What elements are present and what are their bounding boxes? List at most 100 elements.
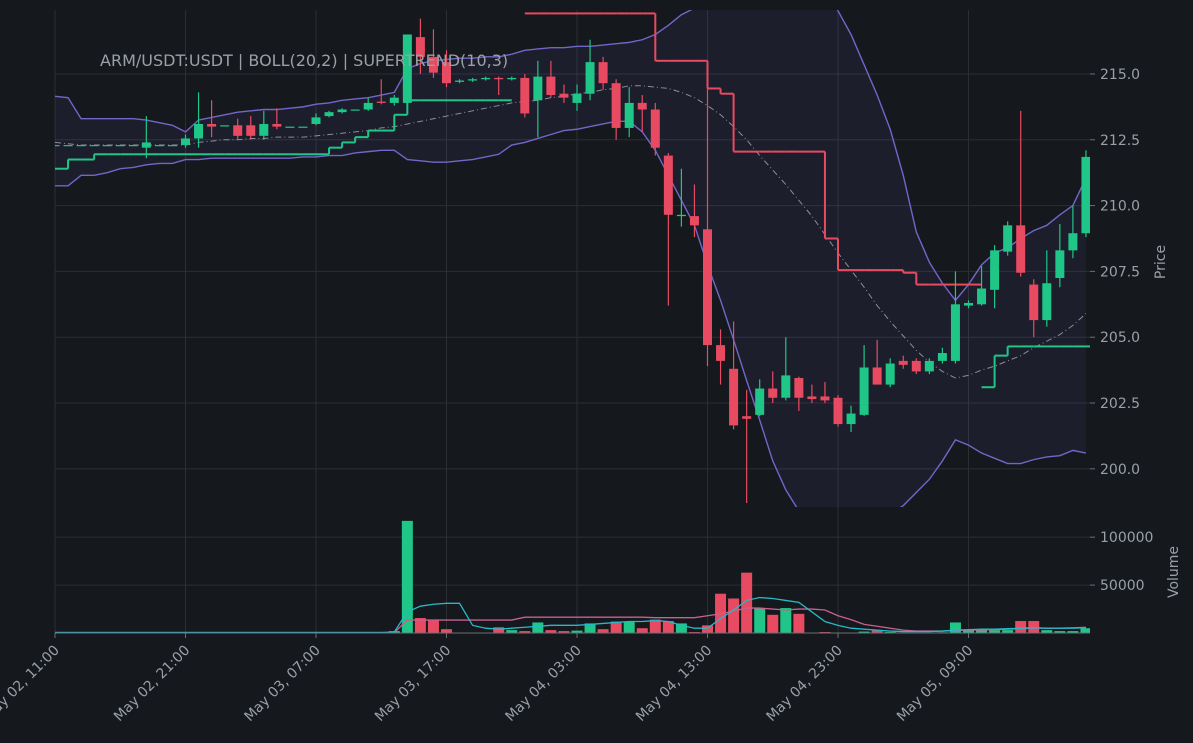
candle-body [220, 125, 230, 127]
candle-body [63, 145, 73, 147]
candle-body [898, 360, 908, 365]
volume-bar [584, 623, 596, 633]
candle-body [676, 214, 686, 217]
bollinger-lower [55, 120, 1087, 507]
volume-bar [871, 630, 883, 633]
candle-body [950, 304, 960, 361]
volume-bar [754, 608, 766, 633]
candle-body [703, 229, 712, 346]
candle-body [990, 250, 1000, 290]
volume-bar [649, 619, 661, 633]
volume-bar [506, 630, 518, 633]
price-panel [55, 10, 1090, 507]
candle-body [781, 375, 791, 398]
candle-body [76, 145, 86, 147]
candle-body [559, 93, 569, 98]
bollinger-band [55, 10, 1086, 507]
candle-body [324, 112, 334, 117]
candle-body [376, 101, 386, 103]
volume-bar [702, 625, 713, 633]
chart-title: ARM/USDT:USDT | BOLL(20,2) | SUPERTREND(… [100, 51, 508, 70]
candle-body [637, 102, 647, 110]
volume-bar [636, 628, 648, 633]
candle-body [755, 388, 765, 415]
volume-bar [1002, 630, 1014, 633]
volume-bar [1067, 631, 1079, 633]
candle-body [259, 123, 269, 136]
candle-body [1081, 156, 1090, 234]
candle-body [1055, 250, 1065, 278]
candle-body [389, 97, 399, 103]
volume-bar [793, 613, 805, 633]
candle-body [285, 126, 295, 128]
candle-body [55, 145, 60, 147]
volume-bar [545, 630, 557, 633]
candle-body [350, 109, 360, 111]
volume-bar [597, 629, 609, 633]
candle-body [1003, 225, 1013, 252]
volume-bar [532, 622, 544, 633]
candle-body [1068, 233, 1078, 251]
candle-body [442, 62, 451, 84]
volume-bar [558, 631, 570, 633]
candle-body [207, 123, 217, 127]
candle-body [937, 353, 947, 361]
candle-body [311, 117, 321, 124]
y-tick-label: 202.5 [1100, 396, 1140, 412]
candle-body [911, 360, 921, 372]
volume-bar [519, 631, 531, 633]
candle-body [846, 413, 856, 425]
candle-body [1016, 225, 1026, 273]
volume-bar [767, 614, 779, 633]
candle-body [1029, 284, 1039, 321]
volume-bar [1054, 631, 1066, 633]
candle-body [794, 378, 804, 398]
candle-body [181, 138, 190, 146]
y-tick-label: 210.0 [1100, 199, 1140, 215]
candle-body [102, 145, 112, 147]
candle-body [611, 83, 621, 128]
candle-body [624, 102, 634, 128]
volume-bar [1015, 621, 1027, 633]
candle-body [194, 123, 204, 139]
candle-body [872, 367, 882, 385]
volume-bar [662, 621, 674, 633]
y-tick-label: 212.5 [1100, 133, 1140, 149]
candle-body [272, 123, 282, 127]
volume-bar [571, 630, 583, 633]
volume-bar [728, 598, 740, 633]
candle-body [833, 397, 843, 425]
candle-body [115, 145, 125, 147]
candle-body [246, 125, 256, 136]
volume-tick-label: 100000 [1100, 530, 1153, 546]
volume-bar [949, 622, 961, 633]
candle-body [128, 145, 138, 147]
y-tick-label: 205.0 [1100, 330, 1140, 346]
candle-body [363, 102, 373, 110]
candle-body [598, 62, 608, 84]
candle-body [89, 145, 99, 147]
candle-body [650, 109, 660, 148]
bollinger-middle [55, 85, 1087, 379]
y-tick-label: 215.0 [1100, 67, 1140, 83]
volume-bar [623, 621, 635, 633]
candle-body [977, 288, 987, 305]
candle-body [885, 363, 895, 385]
volume-bar [493, 627, 505, 633]
candle-body [742, 416, 752, 419]
volume-bar [963, 630, 974, 633]
candle-body [716, 345, 726, 361]
candle-body [689, 216, 699, 226]
candle-body [468, 79, 478, 81]
volume-bar [441, 629, 452, 633]
volume-tick-label: 50000 [1100, 578, 1145, 594]
y-axis-label: Price [1153, 245, 1169, 279]
candle-body [402, 34, 412, 103]
y-tick-label: 207.5 [1100, 264, 1140, 280]
candle-body [807, 396, 817, 400]
candle-body [455, 80, 465, 82]
volume-bar [741, 572, 753, 633]
volume-bar [401, 520, 413, 633]
candle-body [415, 37, 425, 57]
